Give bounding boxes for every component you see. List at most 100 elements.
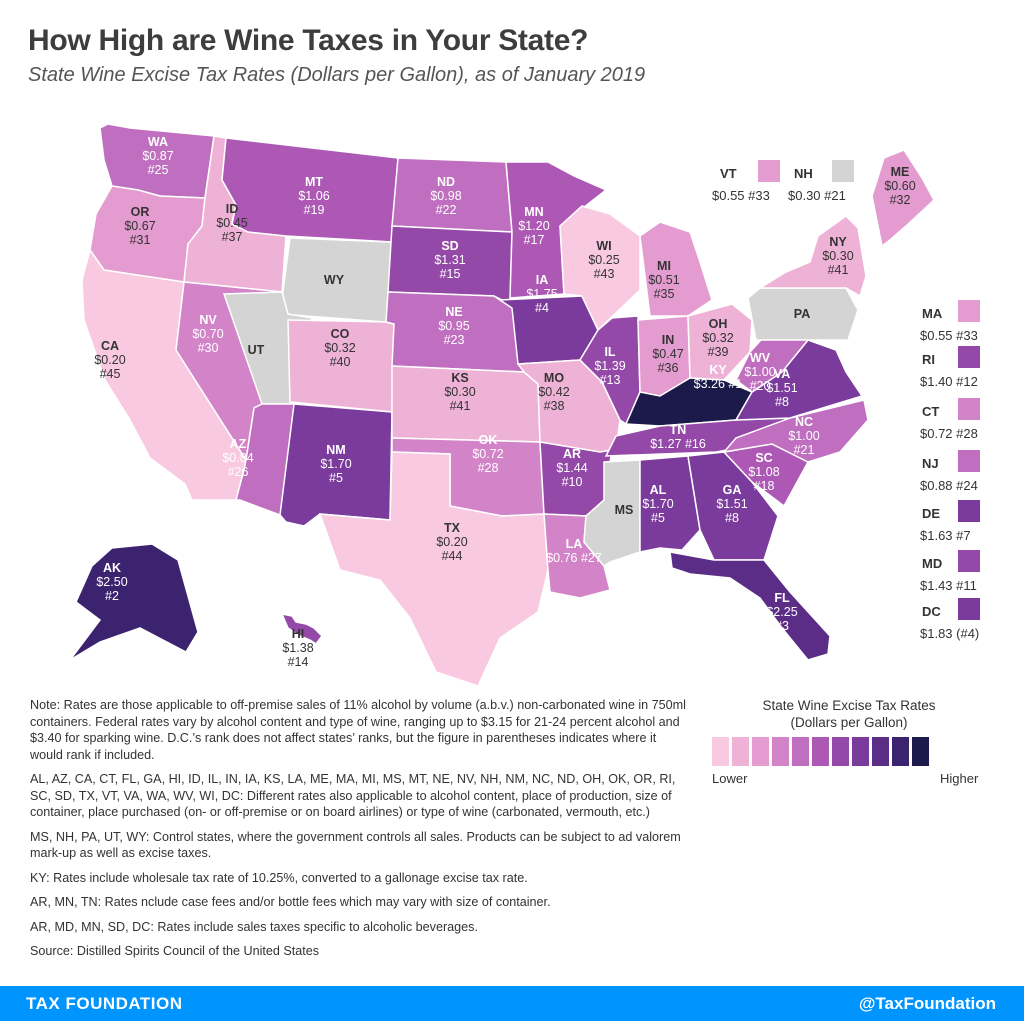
- state-label-il: IL$1.39#13: [594, 345, 625, 387]
- state-code: IL: [604, 345, 615, 359]
- state-label-ny: NY$0.30#41: [822, 235, 853, 277]
- page-title: How High are Wine Taxes in Your State?: [28, 24, 589, 57]
- state-code: MI: [657, 259, 671, 273]
- state-label-az: AZ$0.84#26: [222, 437, 253, 479]
- state-code: ID: [226, 202, 239, 216]
- small-state-code: DC: [922, 604, 941, 619]
- state-rank: #44: [442, 549, 463, 563]
- legend-high-label: Higher: [940, 771, 979, 786]
- state-rate: $1.39: [594, 359, 625, 373]
- state-rank: #26: [228, 465, 249, 479]
- state-rate: $0.67: [124, 219, 155, 233]
- small-state-code: VT: [720, 166, 737, 181]
- page-subtitle: State Wine Excise Tax Rates (Dollars per…: [28, 64, 646, 86]
- state-rank: #17: [524, 233, 545, 247]
- state-label-ok: OK$0.72#28: [472, 433, 503, 475]
- state-label-ky: KY$3.26 #1: [694, 363, 743, 391]
- state-code: OR: [131, 205, 150, 219]
- state-label-co: CO$0.32#40: [324, 327, 355, 369]
- state-rate: $0.95: [438, 319, 469, 333]
- legend-title-line2: (Dollars per Gallon): [790, 715, 908, 730]
- note-case-fees: AR, MN, TN: Rates nclude case fees and/o…: [30, 895, 551, 909]
- small-state-nh: NH $0.30 #21: [788, 160, 854, 203]
- state-label-wy: WY: [324, 273, 345, 287]
- state-rate-rank: $0.76 #27: [546, 551, 602, 565]
- state-code: GA: [723, 483, 742, 497]
- small-state-value: $1.63 #7: [920, 528, 971, 543]
- state-rank: #30: [198, 341, 219, 355]
- legend-color-scale: [712, 737, 929, 766]
- state-rank: #18: [754, 479, 775, 493]
- state-label-oh: OH$0.32#39: [702, 317, 733, 359]
- state-rate: $1.31: [434, 253, 465, 267]
- state-code: CO: [331, 327, 350, 341]
- state-rate: $0.25: [588, 253, 619, 267]
- state-rank: #13: [600, 373, 621, 387]
- state-rate: $0.72: [472, 447, 503, 461]
- state-rank: #10: [562, 475, 583, 489]
- state-code: WV: [750, 351, 771, 365]
- state-rate: $0.47: [652, 347, 683, 361]
- state-label-va: VA$1.51#8: [766, 367, 797, 409]
- state-label-or: OR$0.67#31: [124, 205, 155, 247]
- small-state-value: $0.55 #33: [712, 188, 770, 203]
- state-label-al: AL$1.70#5: [642, 483, 673, 525]
- state-code: MN: [524, 205, 543, 219]
- state-label-ks: KS$0.30#41: [444, 371, 475, 413]
- small-state-swatch: [958, 598, 980, 620]
- state-label-nv: NV$0.70#30: [192, 313, 223, 355]
- small-state-ri: RI $1.40 #12: [920, 346, 980, 389]
- state-rank: #31: [130, 233, 151, 247]
- note-source: Source: Distilled Spirits Council of the…: [30, 944, 320, 958]
- state-label-mt: MT$1.06#19: [298, 175, 329, 217]
- state-rank: #41: [450, 399, 471, 413]
- state-label-nm: NM$1.70#5: [320, 443, 351, 485]
- state-code: OH: [709, 317, 728, 331]
- small-state-swatch: [958, 500, 980, 522]
- small-state-swatch: [958, 398, 980, 420]
- state-tx: [318, 451, 549, 687]
- state-code: PA: [794, 307, 810, 321]
- state-label-ga: GA$1.51#8: [716, 483, 747, 525]
- state-label-nc: NC$1.00#21: [788, 415, 819, 457]
- state-rank: #15: [440, 267, 461, 281]
- legend-swatch-6: [812, 737, 829, 766]
- legend-swatch-5: [792, 737, 809, 766]
- small-state-nj: NJ $0.88 #24: [920, 450, 980, 493]
- legend-title-line1: State Wine Excise Tax Rates: [762, 698, 936, 713]
- small-state-swatch: [958, 300, 980, 322]
- state-code: KY: [709, 363, 727, 377]
- state-code: VA: [774, 367, 790, 381]
- state-ak: [69, 543, 199, 661]
- state-label-me: ME$0.60#32: [884, 165, 915, 207]
- legend-swatch-9: [872, 737, 889, 766]
- state-rank: #14: [288, 655, 309, 669]
- state-rank: #4: [535, 301, 549, 315]
- state-rate: $1.70: [642, 497, 673, 511]
- state-code: ND: [437, 175, 455, 189]
- small-state-md: MD $1.43 #11: [920, 550, 980, 593]
- state-rate: $1.00: [744, 365, 775, 379]
- state-rate: $1.70: [320, 457, 351, 471]
- state-rate: $1.75: [526, 287, 557, 301]
- state-rate-rank: $3.26 #1: [694, 377, 743, 391]
- state-code: WI: [596, 239, 611, 253]
- notes-section: Note: Rates are those applicable to off-…: [30, 697, 690, 968]
- state-rank: #38: [544, 399, 565, 413]
- small-state-code: NH: [794, 166, 813, 181]
- small-state-dc: DC $1.83 (#4): [920, 598, 980, 641]
- footer-twitter-handle[interactable]: @TaxFoundation: [858, 994, 996, 1013]
- state-rank: #37: [222, 230, 243, 244]
- small-state-code: RI: [922, 352, 935, 367]
- small-state-code: DE: [922, 506, 940, 521]
- state-rate: $2.25: [766, 605, 797, 619]
- small-state-value: $1.40 #12: [920, 374, 978, 389]
- state-rate: $1.38: [282, 641, 313, 655]
- state-code: TX: [444, 521, 461, 535]
- state-label-ne: NE$0.95#23: [438, 305, 469, 347]
- state-label-pa: PA: [794, 307, 810, 321]
- state-label-ak: AK$2.50#2: [96, 561, 127, 603]
- legend-low-label: Lower: [712, 771, 748, 786]
- small-state-code: NJ: [922, 456, 939, 471]
- state-rank: #25: [148, 163, 169, 177]
